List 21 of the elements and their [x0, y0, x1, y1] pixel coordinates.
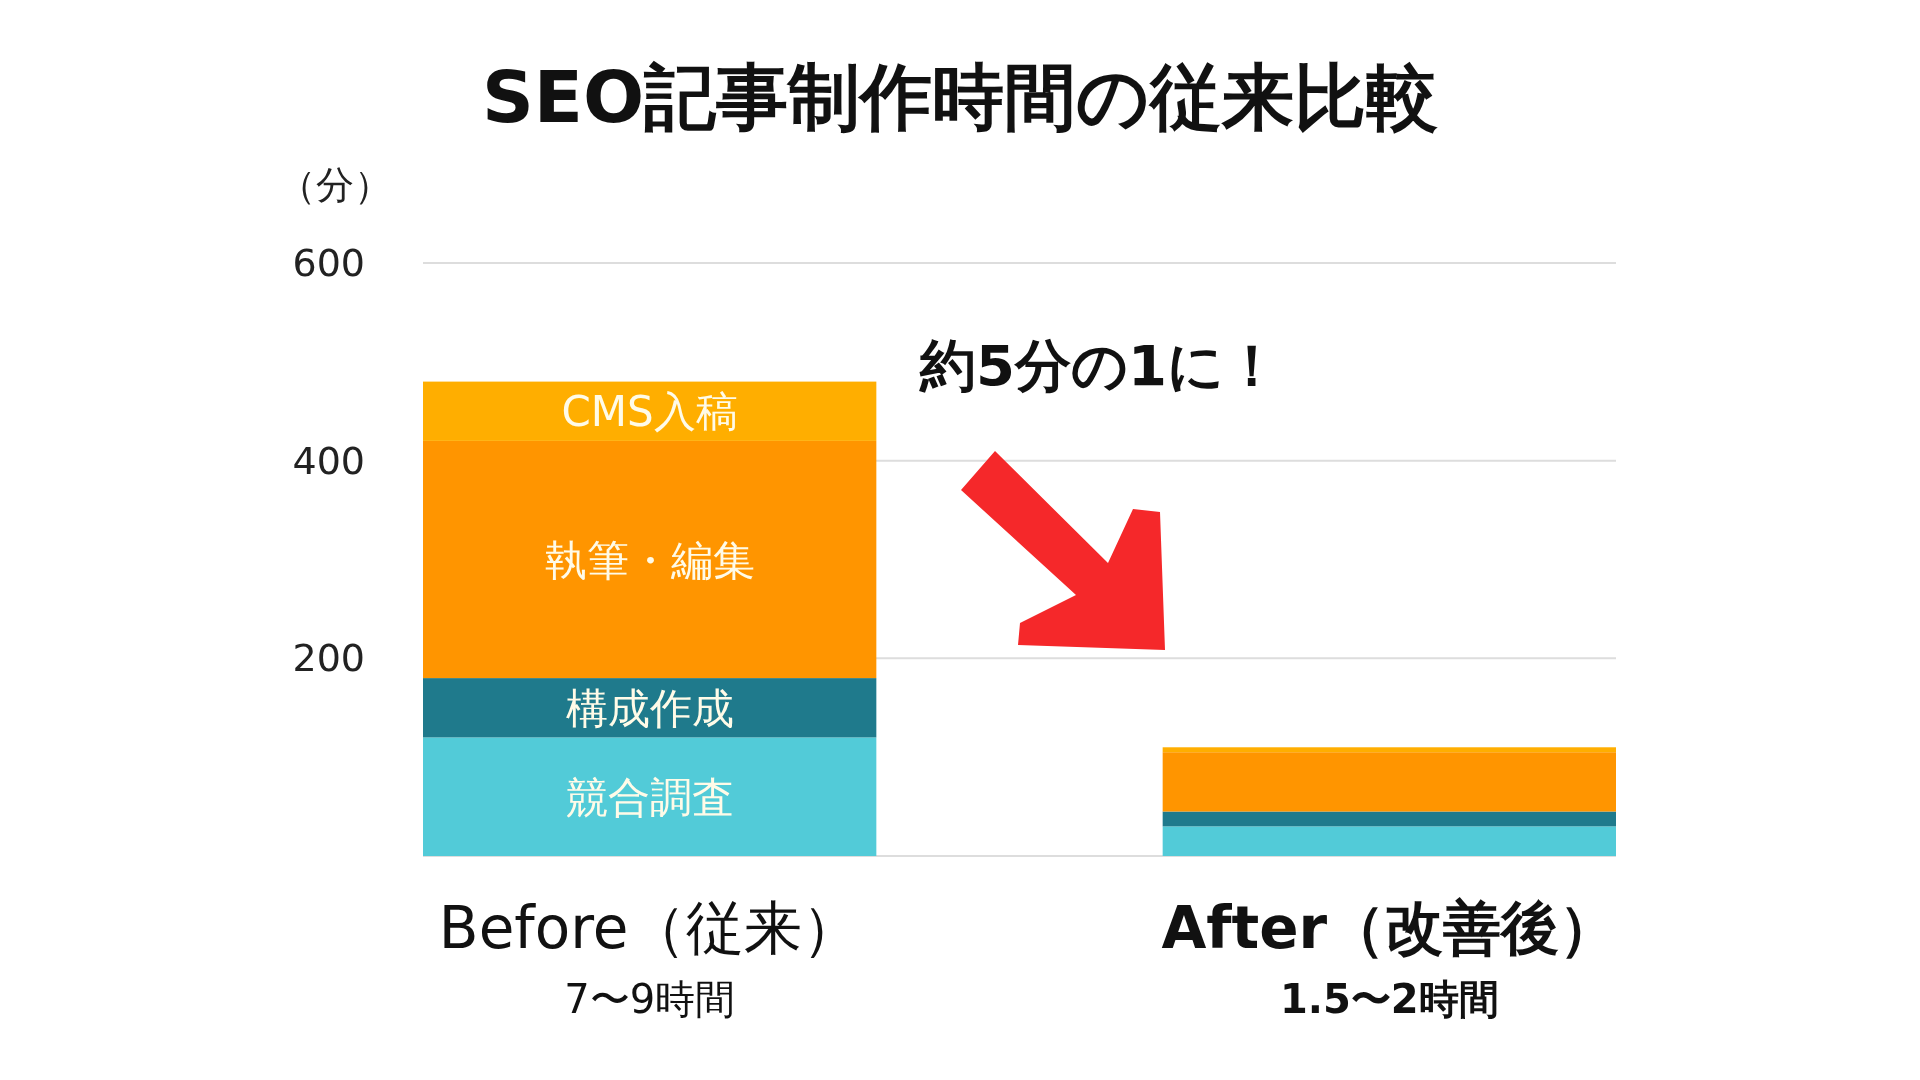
text: 1.5〜2時間 [1279, 976, 1499, 1022]
x-tick-label: Before（従来） [438, 894, 861, 962]
series-label: 競合調査 [565, 772, 734, 822]
text: 7〜9時間 [564, 976, 736, 1022]
annotation: 約5分の1に！ [919, 333, 1280, 398]
y-tick-label: 600 [292, 241, 365, 285]
y-tick-label: 400 [292, 438, 365, 483]
bar [1162, 826, 1616, 856]
x-tick-label: After（改善後） [1161, 894, 1618, 962]
y-axis-title: （分） [278, 163, 392, 207]
bar [423, 737, 877, 856]
bar [1162, 747, 1616, 753]
chart-title: SEO記事制作時間の従来比較 [481, 55, 1439, 139]
series-label: 執筆・編集 [544, 535, 755, 585]
bar [1162, 811, 1616, 827]
bar [423, 381, 877, 441]
series-label: CMS入稿 [561, 387, 738, 437]
bar [1162, 752, 1616, 812]
y-tick-label: 200 [292, 636, 365, 681]
bar [423, 440, 877, 679]
series-label: 構成作成 [565, 683, 734, 733]
